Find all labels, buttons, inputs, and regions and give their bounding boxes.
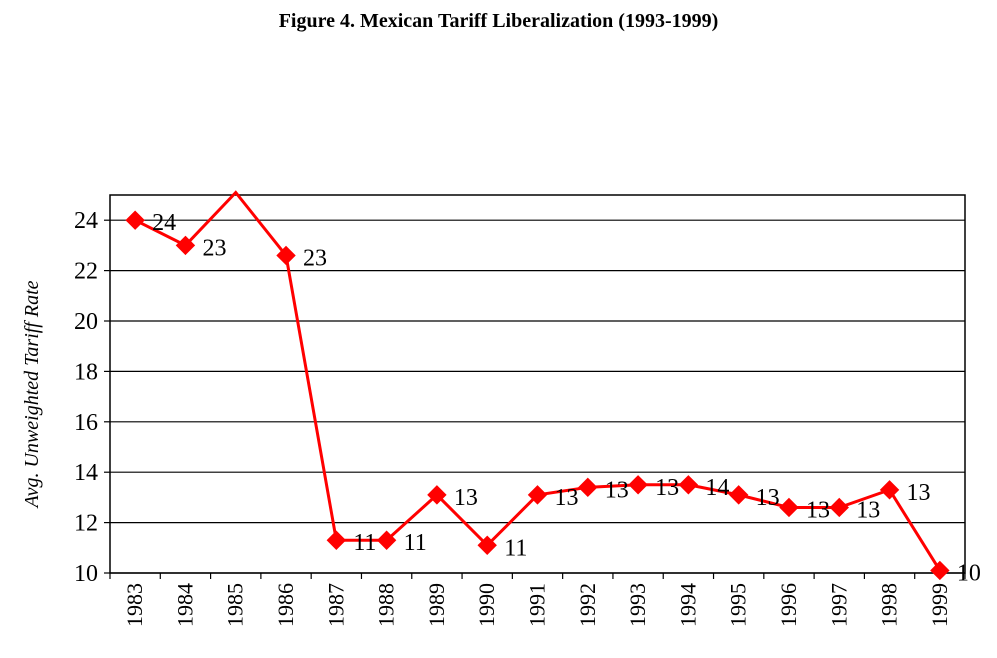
x-tick-label: 1988 xyxy=(374,583,399,627)
data-label: 14 xyxy=(705,475,729,501)
x-tick-label: 1997 xyxy=(826,583,851,627)
x-tick-label: 1994 xyxy=(675,583,700,627)
data-label: 13 xyxy=(454,485,478,511)
data-label: 13 xyxy=(605,477,629,503)
data-label: 13 xyxy=(806,497,830,523)
data-label: 23 xyxy=(202,235,226,261)
y-tick-label: 20 xyxy=(74,309,98,335)
chart-title: Figure 4. Mexican Tariff Liberalization … xyxy=(278,10,719,32)
y-tick-label: 12 xyxy=(74,511,98,537)
axes: 10 12 14 16 18 20 22 24 1983 1984 1985 1986 1987 1988… xyxy=(74,208,966,627)
x-tick-label: 1999 xyxy=(927,583,952,627)
data-point-marker xyxy=(779,497,799,518)
x-tick-label: 1989 xyxy=(424,583,449,627)
data-point-marker xyxy=(376,530,397,550)
x-tick-label: 1993 xyxy=(625,583,650,627)
x-tick-label: 1986 xyxy=(273,583,298,627)
data-label: 13 xyxy=(756,485,780,511)
x-tick-label: 1990 xyxy=(474,583,499,627)
data-point-marker xyxy=(175,235,196,256)
data-point-marker xyxy=(678,475,699,495)
data-label: 13 xyxy=(555,485,579,511)
x-tick-label: 1987 xyxy=(323,583,348,627)
data-point-marker xyxy=(477,535,497,555)
data-point-marker xyxy=(829,497,849,518)
data-label: 13 xyxy=(655,475,679,501)
x-tick-label: 1991 xyxy=(525,583,550,627)
x-tick-label: 1985 xyxy=(223,583,248,627)
data-point-marker xyxy=(326,530,347,550)
data-label: 10 xyxy=(957,560,981,586)
data-point-marker xyxy=(728,485,749,505)
data-point-marker xyxy=(628,475,648,495)
y-tick-label: 14 xyxy=(74,460,98,486)
y-axis-label: Avg. Unweighted Tariff Rate xyxy=(21,280,43,509)
x-tick-label: 1983 xyxy=(122,583,147,627)
x-tick-label: 1998 xyxy=(877,583,902,627)
data-label: 13 xyxy=(856,497,880,523)
data-label: 11 xyxy=(504,535,527,561)
x-tick-label: 1984 xyxy=(172,583,197,627)
data-label: 13 xyxy=(907,480,931,506)
data-point-marker xyxy=(427,485,447,505)
y-tick-label: 16 xyxy=(74,410,98,436)
data-label: 23 xyxy=(303,245,327,271)
data-label: 24 xyxy=(152,210,176,236)
data-label: 11 xyxy=(353,530,376,556)
data-point-marker xyxy=(578,477,598,498)
data-point-marker xyxy=(527,485,548,505)
y-tick-label: 24 xyxy=(74,208,98,234)
plot-area xyxy=(109,194,966,574)
x-tick-label: 1992 xyxy=(575,583,600,627)
y-tick-label: 22 xyxy=(74,259,98,285)
gridlines xyxy=(110,219,965,574)
data-point-marker xyxy=(125,210,145,230)
series-layer: 24 23 23 11 11 13 11 13 13 13 14 13 13 13 13 10 xyxy=(125,190,981,586)
x-tick-label: 1996 xyxy=(776,583,801,627)
y-tick-label: 18 xyxy=(74,359,98,385)
x-tick-label: 1995 xyxy=(726,583,751,627)
data-point-marker xyxy=(930,560,950,581)
y-tick-label: 10 xyxy=(74,561,98,587)
data-label: 11 xyxy=(404,530,427,556)
data-point-marker xyxy=(879,480,900,500)
data-point-marker xyxy=(276,245,296,266)
